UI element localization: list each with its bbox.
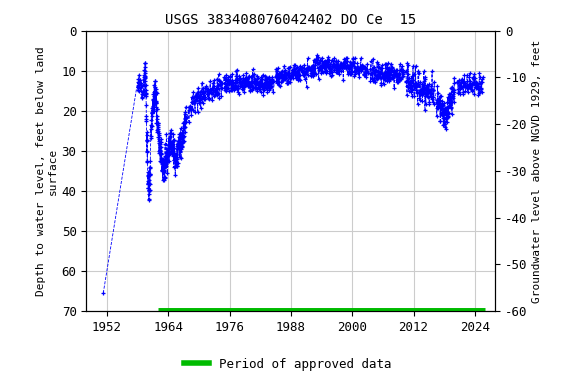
- Legend: Period of approved data: Period of approved data: [179, 353, 397, 376]
- Y-axis label: Depth to water level, feet below land
surface: Depth to water level, feet below land su…: [36, 46, 58, 296]
- Y-axis label: Groundwater level above NGVD 1929, feet: Groundwater level above NGVD 1929, feet: [532, 39, 542, 303]
- Title: USGS 383408076042402 DO Ce  15: USGS 383408076042402 DO Ce 15: [165, 13, 416, 27]
